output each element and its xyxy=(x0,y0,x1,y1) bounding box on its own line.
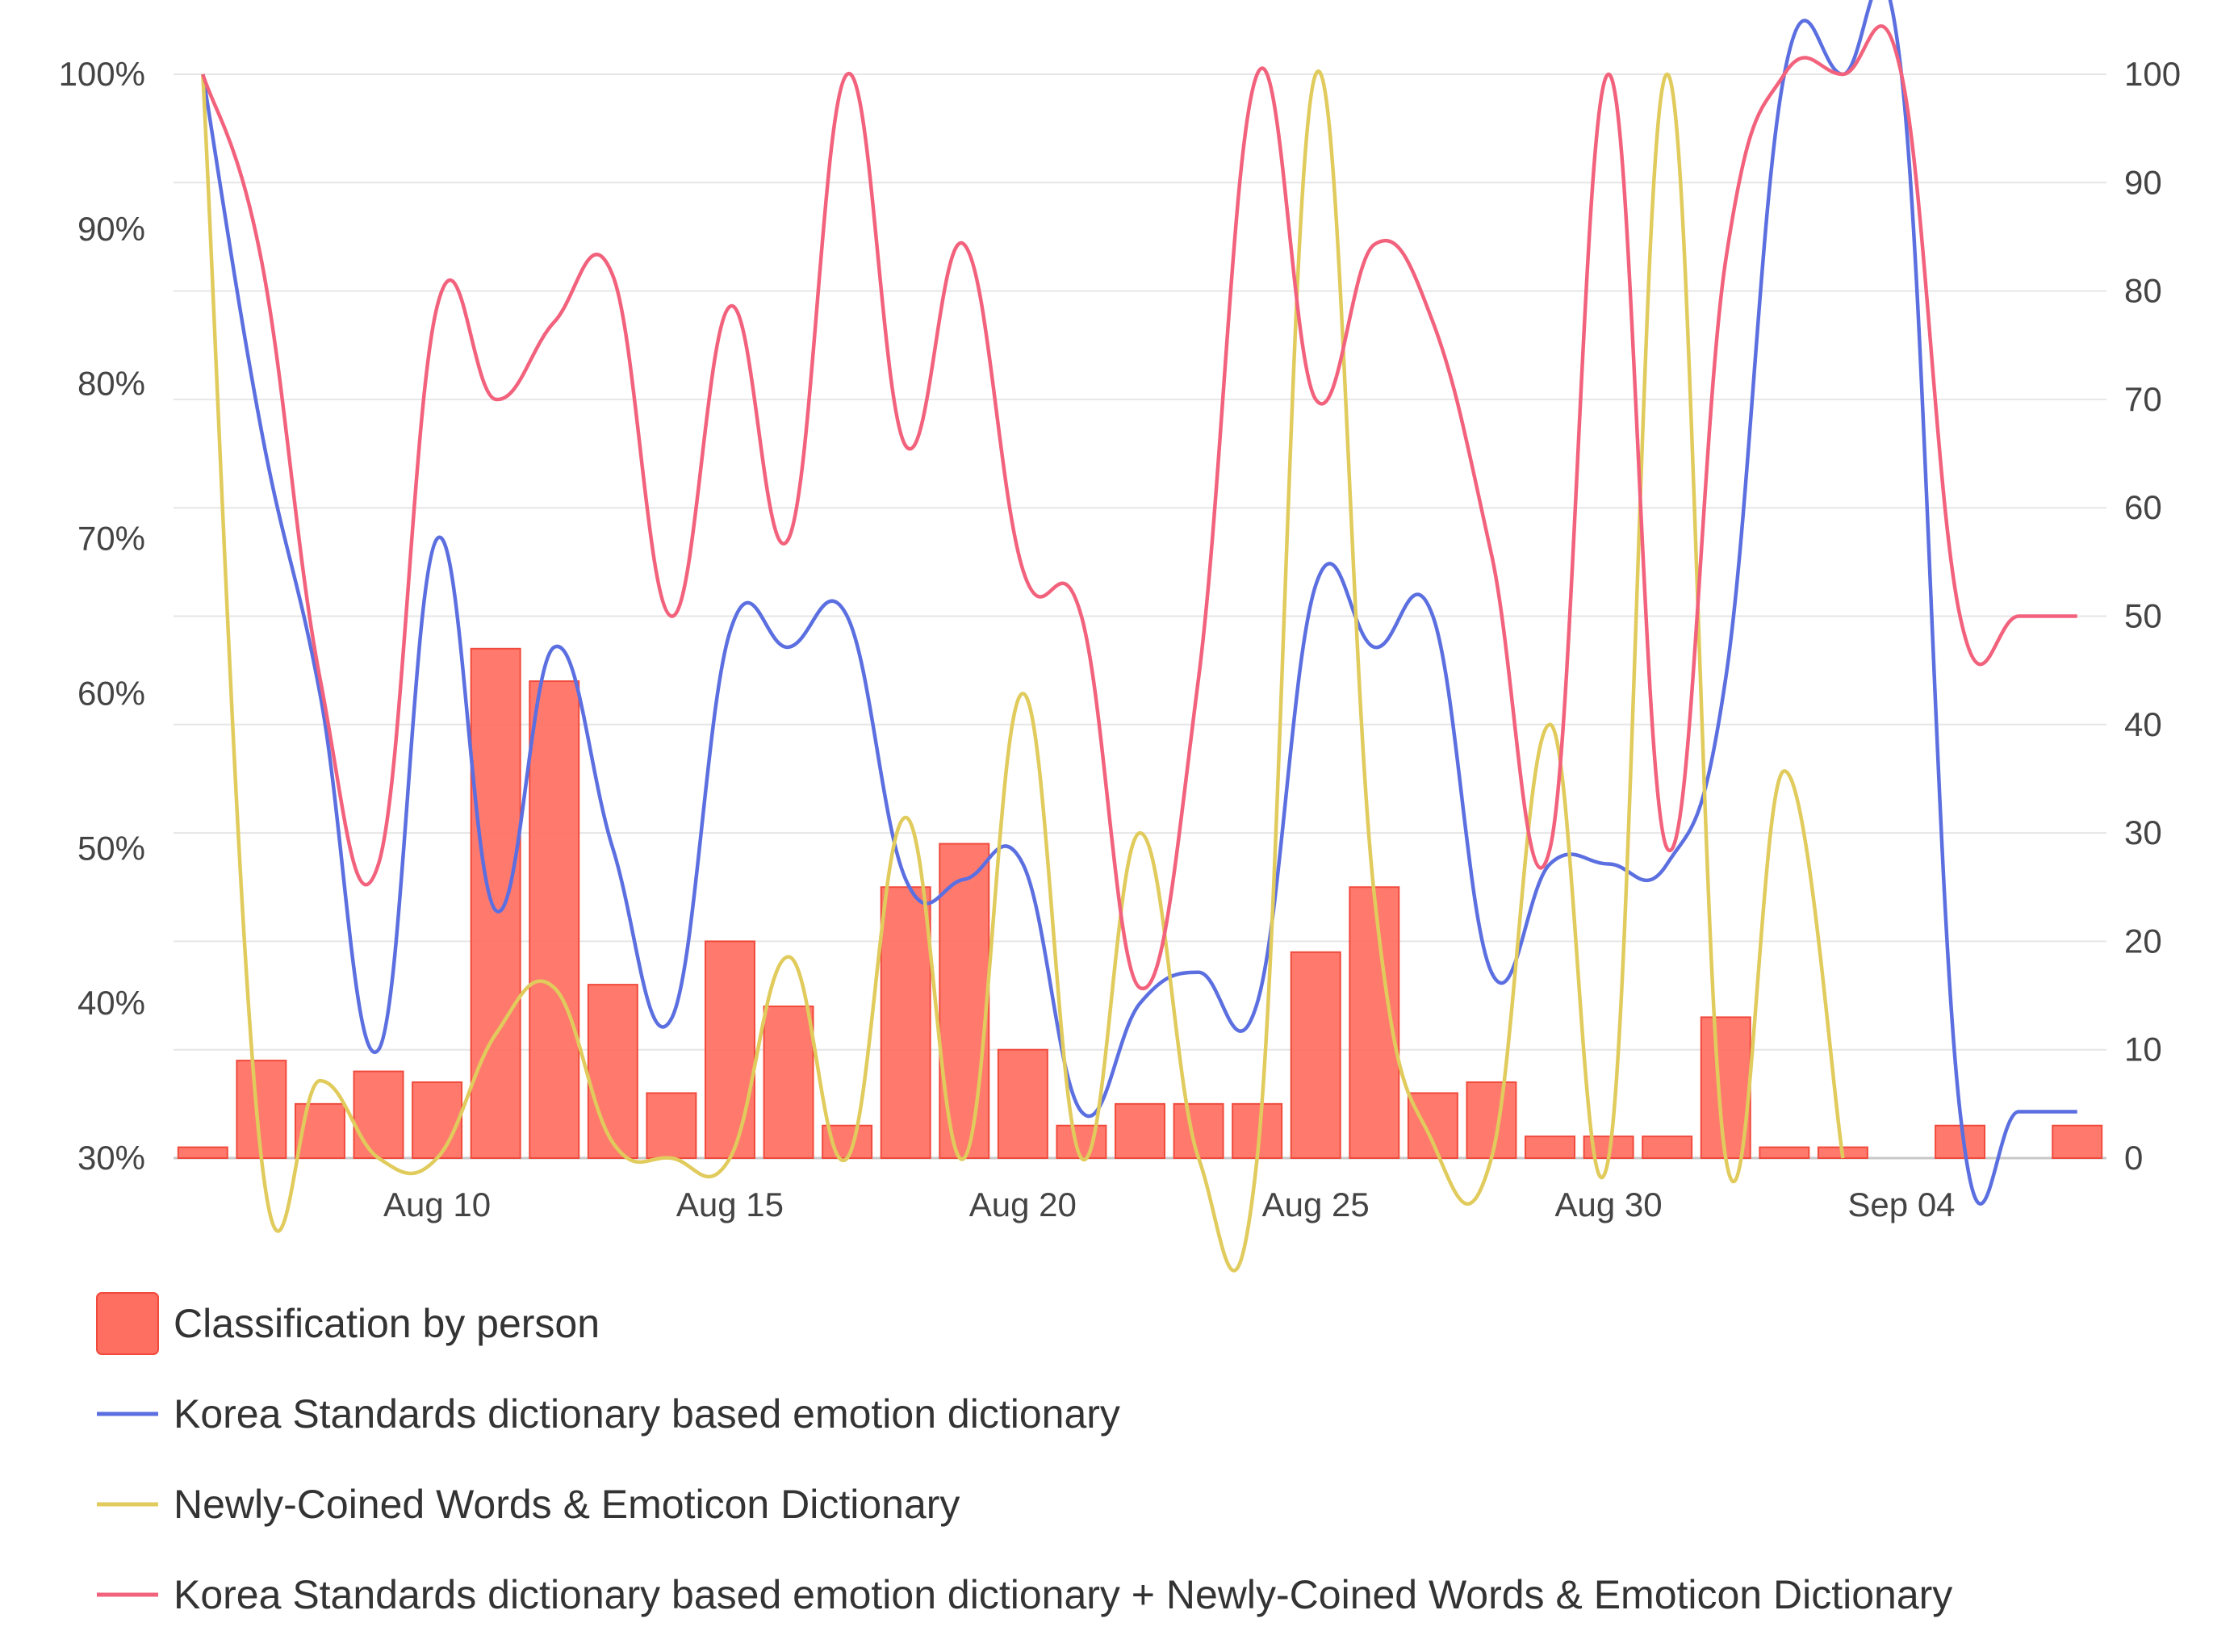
left-axis-tick-label: 100% xyxy=(59,55,145,93)
gridlines xyxy=(174,73,2106,1160)
left-axis-ticks: 30% 40% 50% 60% 70% 80% 90% 100% xyxy=(59,55,145,1177)
right-axis-tick-label: 50 xyxy=(2124,597,2162,635)
bar xyxy=(646,1092,697,1160)
right-axis-ticks: 0 10 20 30 40 50 60 70 80 90 100 xyxy=(2124,55,2181,1177)
bar xyxy=(1642,1135,1693,1160)
x-axis-tick-label: Aug 10 xyxy=(383,1186,491,1223)
bar-series xyxy=(177,647,2103,1160)
bar xyxy=(1290,951,1341,1159)
bar xyxy=(1115,1102,1165,1159)
left-axis-tick-label: 90% xyxy=(77,210,145,248)
x-axis-tick-label: Sep 04 xyxy=(1847,1186,1955,1223)
left-axis-tick-label: 70% xyxy=(77,520,145,558)
legend-label: Newly-Coined Words & Emoticon Dictionary xyxy=(174,1482,960,1527)
right-axis-tick-label: 0 xyxy=(2124,1139,2143,1177)
bar xyxy=(1466,1081,1517,1159)
line-series xyxy=(201,0,2077,1273)
x-axis-tick-label: Aug 15 xyxy=(676,1186,784,1223)
legend-swatch-bar xyxy=(96,1292,159,1355)
bar xyxy=(763,1005,814,1159)
right-axis-tick-label: 90 xyxy=(2124,163,2162,201)
bar xyxy=(1407,1092,1458,1160)
bar xyxy=(1700,1016,1751,1160)
legend-label: Korea Standards dictionary based emotion… xyxy=(174,1391,1120,1437)
right-axis-tick-label: 40 xyxy=(2124,705,2162,743)
left-axis-tick-label: 30% xyxy=(77,1139,145,1177)
bar xyxy=(2052,1124,2103,1159)
bar xyxy=(412,1081,463,1159)
x-axis-tick-label: Aug 25 xyxy=(1262,1186,1370,1223)
legend-label: Classification by person xyxy=(174,1301,600,1346)
bar xyxy=(353,1070,404,1160)
x-axis-tick-label: Aug 30 xyxy=(1555,1186,1663,1223)
bar xyxy=(529,680,580,1159)
bar xyxy=(1173,1102,1224,1159)
bar xyxy=(1935,1124,1986,1159)
right-axis-tick-label: 60 xyxy=(2124,488,2162,526)
bar xyxy=(177,1146,228,1159)
bar xyxy=(1759,1146,1810,1159)
bar xyxy=(880,886,931,1159)
right-axis-tick-label: 80 xyxy=(2124,272,2162,310)
legend: Classification by person Korea Standards … xyxy=(96,1292,1952,1617)
bar xyxy=(470,647,521,1159)
right-axis-tick-label: 10 xyxy=(2124,1031,2162,1069)
left-axis-tick-label: 60% xyxy=(77,674,145,712)
line-series-1 xyxy=(201,0,2077,1206)
bar xyxy=(704,940,755,1160)
x-axis-tick-label: Aug 20 xyxy=(969,1186,1077,1223)
right-axis-tick-label: 100 xyxy=(2124,55,2181,93)
left-axis-tick-label: 40% xyxy=(77,984,145,1022)
legend-label: Korea Standards dictionary based emotion… xyxy=(174,1572,1952,1617)
line-series-3 xyxy=(201,24,2077,991)
right-axis-tick-label: 20 xyxy=(2124,922,2162,960)
bar xyxy=(997,1048,1048,1159)
x-axis-ticks: Aug 10 Aug 15 Aug 20 Aug 25 Aug 30 Sep 04 xyxy=(383,1186,1956,1223)
bar xyxy=(1525,1135,1576,1160)
left-axis-tick-label: 50% xyxy=(77,829,145,867)
bar xyxy=(1056,1124,1107,1159)
bar xyxy=(587,984,638,1159)
right-axis-tick-label: 30 xyxy=(2124,813,2162,851)
left-axis-tick-label: 80% xyxy=(77,365,145,403)
right-axis-tick-label: 70 xyxy=(2124,380,2162,418)
